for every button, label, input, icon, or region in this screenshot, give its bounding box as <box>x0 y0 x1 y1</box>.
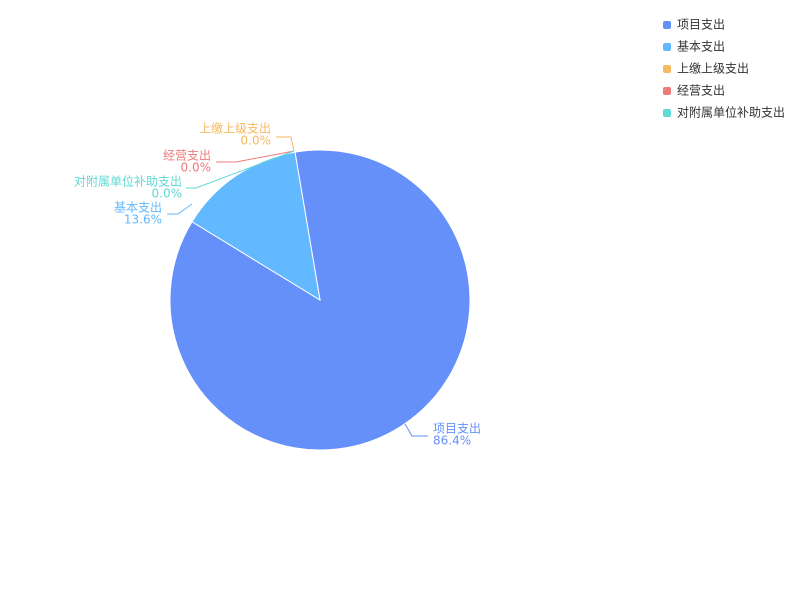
slice-label: 项目支出 <box>433 422 481 436</box>
legend-label: 项目支出 <box>677 18 725 32</box>
legend-marker <box>663 87 671 95</box>
value-label: 0.0% <box>241 134 272 148</box>
legend-marker <box>663 21 671 29</box>
legend-label: 对附属单位补助支出 <box>677 105 785 120</box>
legend-marker <box>663 109 671 117</box>
legend-label: 经营支出 <box>677 84 725 98</box>
legend-marker <box>663 65 671 73</box>
value-label: 13.6% <box>124 213 162 227</box>
leader-line <box>167 203 193 215</box>
slice-label: 上缴上级支出 <box>199 121 271 136</box>
slice-label: 基本支出 <box>114 201 162 215</box>
value-label: 0.0% <box>152 187 183 201</box>
leader-line <box>404 423 428 437</box>
legend-label: 基本支出 <box>677 40 725 54</box>
leader-line <box>276 136 295 152</box>
leader-line <box>216 150 295 163</box>
slice-label: 经营支出 <box>163 149 211 163</box>
slice-label: 对附属单位补助支出 <box>74 174 182 189</box>
leader-line <box>186 150 295 189</box>
value-label: 86.4% <box>433 434 471 448</box>
value-label: 0.0% <box>181 161 212 175</box>
legend-label: 上缴上级支出 <box>677 61 749 76</box>
legend-marker <box>663 43 671 51</box>
